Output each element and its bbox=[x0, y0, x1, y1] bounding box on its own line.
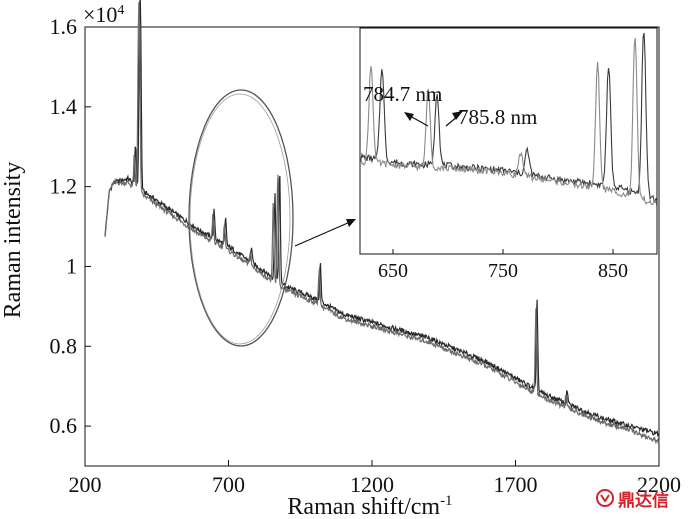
main-axis-ticks: 200 700 1200 1700 2200 0.6 0.8 1 1.2 1.4 1.6 bbox=[50, 14, 682, 497]
zoom-arrow-head bbox=[346, 219, 356, 227]
inset-background bbox=[360, 28, 657, 254]
zoom-arrow bbox=[294, 221, 351, 247]
annotation-arrow-left-head bbox=[404, 112, 414, 121]
annotation-arrow-left bbox=[409, 115, 429, 127]
x-tick-label: 2200 bbox=[637, 472, 681, 497]
y-tick-label: 1.6 bbox=[50, 14, 78, 39]
watermark: 鼎达信 bbox=[596, 486, 688, 511]
main-series-line-1 bbox=[104, 0, 660, 438]
x-tick-label: 200 bbox=[69, 472, 102, 497]
watermark-text: 鼎达信 bbox=[618, 490, 669, 511]
y-multiplier-label: ×104 bbox=[83, 2, 124, 27]
watermark-logo-icon bbox=[596, 489, 614, 507]
annotation-arrow-right-head bbox=[452, 111, 463, 120]
y-tick-label: 1.2 bbox=[50, 174, 78, 199]
inset-x-tick-label: 750 bbox=[488, 260, 518, 282]
x-tick-label: 700 bbox=[212, 472, 245, 497]
inset-frame bbox=[359, 27, 658, 255]
main-series-line-2 bbox=[104, 2, 660, 445]
y-axis-label: Raman intensity bbox=[0, 162, 26, 319]
inset-series-line-2 bbox=[359, 37, 658, 207]
y-tick-label: 1.4 bbox=[50, 94, 78, 119]
annotation-784-7: 784.7 nm bbox=[363, 82, 442, 106]
inset-series-group bbox=[359, 32, 658, 207]
annotation-785-8: 785.8 nm bbox=[458, 105, 537, 129]
x-tick-label: 1700 bbox=[494, 472, 538, 497]
inset-x-tick-label: 850 bbox=[598, 260, 628, 282]
highlight-ellipse-inner bbox=[189, 93, 291, 345]
highlight-ellipse bbox=[188, 89, 294, 347]
x-tick-label: 1200 bbox=[350, 472, 394, 497]
x-axis-label: Raman shift/cm-1 bbox=[287, 493, 452, 519]
y-tick-label: 1 bbox=[66, 253, 77, 278]
main-series-group bbox=[104, 0, 660, 445]
inset-x-tick-label: 650 bbox=[378, 260, 408, 282]
y-tick-label: 0.8 bbox=[50, 333, 78, 358]
y-tick-label: 0.6 bbox=[50, 413, 78, 438]
inset-axis-ticks: 650 750 850 bbox=[378, 249, 628, 282]
